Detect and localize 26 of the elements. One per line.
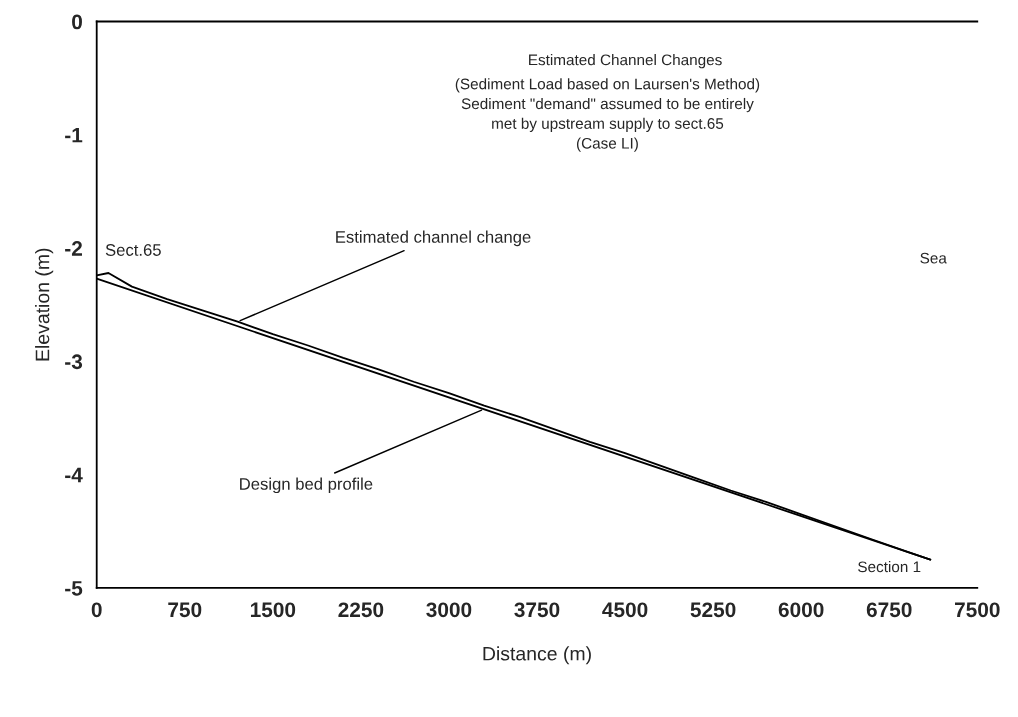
y-tick-label: -5	[65, 581, 83, 596]
x-tick-label: 3000	[426, 602, 472, 618]
y-tick-label: -4	[65, 467, 83, 483]
x-tick-label: 6000	[778, 602, 824, 618]
x-tick-label: 4500	[602, 602, 648, 618]
annotation: Estimated channel change	[336, 230, 531, 247]
annotation: Design bed profile	[240, 477, 373, 494]
annotation: Section 1	[858, 560, 921, 573]
x-tick-label: 6750	[866, 602, 912, 618]
x-tick-label: 750	[168, 602, 202, 618]
y-axis-title: Elevation (m)	[35, 248, 54, 361]
text: Estimated Channel Changes	[529, 54, 722, 69]
annotation: Sea	[920, 252, 947, 264]
y-tick-label: -1	[65, 128, 83, 143]
y-tick-label: 0	[72, 14, 82, 30]
x-axis-title: Distance (m)	[483, 646, 591, 665]
annotation: Sect.65	[105, 244, 161, 256]
x-tick-label: 0	[91, 602, 102, 618]
x-tick-label: 5250	[690, 602, 736, 618]
y-tick-label: -3	[65, 354, 83, 370]
text: (Sediment Load based on Laursen's Method) Sediment "demand" assumed to be entirely met by upstream supply to sect.65 (Case LI)	[455, 78, 760, 152]
x-tick-label: 2250	[338, 602, 384, 618]
x-tick-label: 1500	[250, 602, 296, 618]
x-tick-label: 3750	[514, 602, 560, 618]
y-tick-label: -2	[65, 241, 82, 256]
x-tick-label: 7500	[955, 602, 1000, 618]
